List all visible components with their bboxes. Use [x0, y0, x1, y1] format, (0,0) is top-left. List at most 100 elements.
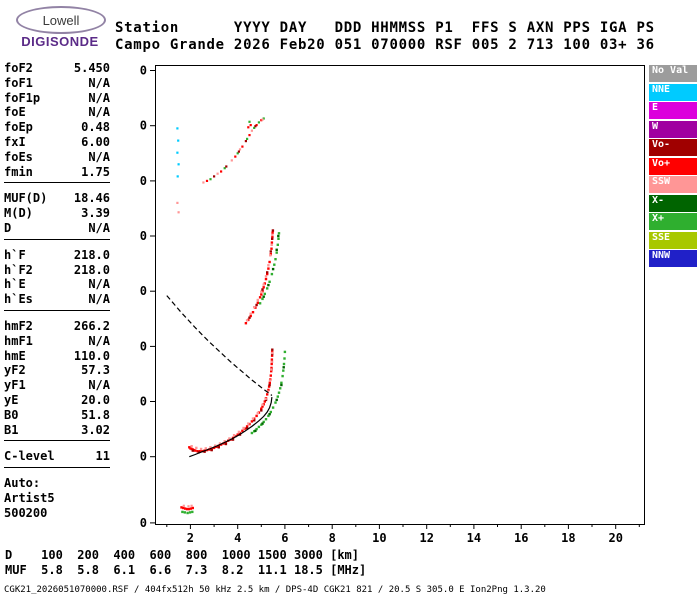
param-value: N/A — [88, 75, 110, 90]
param-row: yF2 57.3 — [4, 363, 110, 378]
header-field-names: Station YYYY DAY DDD HHMMSS P1 FFS S AXN… — [115, 20, 655, 36]
param-row: MUF(D) 18.46 — [4, 191, 110, 206]
svg-text:900: 900 — [140, 64, 147, 78]
param-row: fxI 6.00 — [4, 135, 110, 150]
muf-row: MUF 5.8 5.8 6.1 6.6 7.3 8.2 11.1 18.5 [M… — [5, 563, 367, 577]
legend-item-sse: SSE — [649, 231, 697, 249]
param-label: hmF2 — [4, 318, 33, 333]
param-label: foEp — [4, 120, 33, 135]
param-row: hmE 110.0 — [4, 349, 110, 364]
param-value: 3.39 — [81, 206, 110, 221]
param-label: fmin — [4, 164, 33, 179]
param-row: foEs N/A — [4, 150, 110, 165]
param-label: foEs — [4, 149, 33, 164]
legend-item-nne: NNE — [649, 83, 697, 101]
param-row: B1 3.02 — [4, 423, 110, 438]
param-value: 5.450 — [73, 61, 110, 75]
param-row: foF1p N/A — [4, 91, 110, 106]
param-row: h`F2 218.0 — [4, 263, 110, 278]
param-value: 11 — [95, 449, 110, 464]
param-row: hmF1 N/A — [4, 334, 110, 349]
param-value: 1.75 — [81, 164, 110, 179]
param-row: h`Es N/A — [4, 292, 110, 307]
status-line: CGK21_2026051070000.RSF / 404fx512h 50 k… — [4, 585, 546, 595]
y-axis-ticks: 900 800 700 600 500 400 300 200 80 — [140, 64, 155, 530]
param-footer-line: 500200 — [4, 505, 48, 520]
param-value: 3.02 — [81, 422, 110, 437]
param-value: 218.0 — [73, 262, 110, 277]
param-value: N/A — [88, 149, 110, 164]
svg-text:200: 200 — [140, 450, 147, 464]
param-value: 20.0 — [81, 392, 110, 407]
param-value: N/A — [88, 333, 110, 348]
svg-text:10: 10 — [372, 531, 386, 545]
svg-text:8: 8 — [329, 531, 336, 545]
lowell-digisonde-logo: Lowell DIGISONDE — [8, 4, 112, 50]
svg-text:16: 16 — [514, 531, 528, 545]
param-row: hmF2 266.2 — [4, 319, 110, 334]
legend-item-x-: X+ — [649, 213, 697, 230]
param-label: hmF1 — [4, 333, 33, 348]
param-divider — [4, 182, 110, 184]
param-row: D N/A — [4, 221, 110, 236]
param-row: fmin 1.75 — [4, 165, 110, 180]
param-label: yF1 — [4, 378, 26, 393]
legend-item-w: W — [649, 120, 697, 138]
param-label: h`E — [4, 277, 26, 292]
param-value: N/A — [88, 292, 110, 307]
param-label: D — [4, 220, 12, 235]
svg-text:800: 800 — [140, 119, 147, 133]
param-row: foF2 5.450 — [4, 61, 110, 76]
param-footer-line: Auto: — [4, 476, 41, 491]
legend-item-ssw: SSW — [649, 176, 697, 193]
legend-item-no-val: No Val — [649, 65, 697, 82]
svg-text:18: 18 — [561, 531, 575, 545]
logo-oval: Lowell — [16, 6, 106, 34]
param-label: foF1p — [4, 90, 41, 105]
param-value: N/A — [88, 277, 110, 292]
legend-item-x-: X- — [649, 194, 697, 212]
logo-digisonde-text: DIGISONDE — [21, 34, 99, 49]
param-value: N/A — [88, 105, 110, 120]
param-value: 0.48 — [81, 120, 110, 135]
param-row: h`F 218.0 — [4, 248, 110, 263]
param-row: M(D) 3.39 — [4, 206, 110, 221]
legend-item-vo-: Vo- — [649, 139, 697, 156]
svg-text:600: 600 — [140, 229, 147, 243]
param-value: N/A — [88, 90, 110, 105]
param-value: 18.46 — [73, 191, 110, 206]
param-row: foF1 N/A — [4, 76, 110, 91]
distance-row: D 100 200 400 600 800 1000 1500 3000 [km… — [5, 548, 360, 562]
param-value: 51.8 — [81, 407, 110, 422]
param-label: M(D) — [4, 206, 33, 221]
legend-item-e: E — [649, 102, 697, 119]
param-row: yF1 N/A — [4, 378, 110, 393]
svg-text:12: 12 — [419, 531, 433, 545]
param-label: B1 — [4, 422, 19, 437]
param-label: fxI — [4, 134, 26, 149]
param-row: yE 20.0 — [4, 393, 110, 408]
legend-item-vo-: Vo+ — [649, 157, 697, 175]
ionogram-plot: 2 4 6 8 10 12 14 16 18 20 900 800 700 600 500 400 300 200… — [140, 64, 645, 545]
legend-item-nnw: NNW — [649, 250, 697, 267]
logo-lowell-text: Lowell — [42, 12, 80, 28]
svg-text:14: 14 — [467, 531, 481, 545]
param-divider — [4, 309, 110, 311]
scaled-parameters-panel: foF2 5.450 foF1 N/A foF1p N/A foE N/A foEp 0.48 fx… — [4, 61, 110, 521]
svg-text:700: 700 — [140, 174, 147, 188]
echo-status-legend: No Val NNE E W Vo- Vo+ SSW X- X+ SSE NNW — [649, 65, 697, 269]
param-value: 266.2 — [73, 318, 110, 333]
profile-lines — [166, 295, 273, 458]
param-row: foEp 0.48 — [4, 120, 110, 135]
param-value: 218.0 — [73, 247, 110, 262]
echo-traces — [176, 117, 287, 515]
param-label: foF1 — [4, 75, 33, 90]
param-value: 110.0 — [73, 348, 110, 363]
svg-text:400: 400 — [140, 339, 147, 353]
param-label: h`Es — [4, 292, 33, 307]
svg-text:6: 6 — [281, 531, 288, 545]
svg-text:2: 2 — [187, 531, 194, 545]
svg-text:20: 20 — [608, 531, 622, 545]
param-label: yE — [4, 392, 19, 407]
